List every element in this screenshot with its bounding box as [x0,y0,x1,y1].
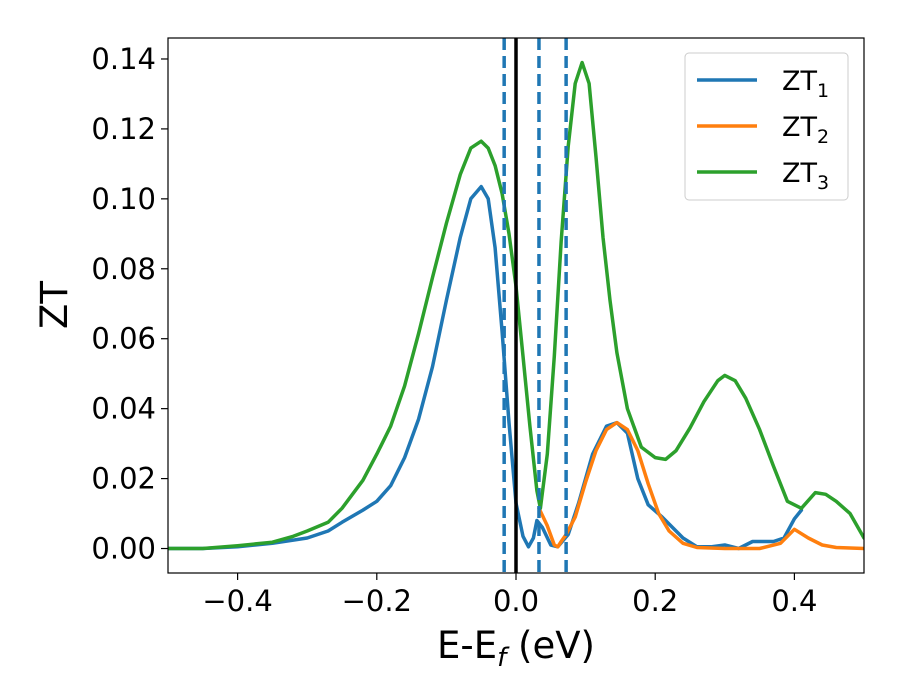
x-axis-title: E-Ef (eV) [437,624,595,673]
series-line-zt1 [168,184,804,551]
x-tick-label: 0.2 [632,584,678,618]
y-tick-label: 0.02 [91,462,156,496]
x-axis: −0.4 −0.2 0.0 0.2 0.4 [202,573,817,618]
y-axis-title: ZT [33,281,76,329]
x-axis-title-unit: (eV) [506,624,595,667]
x-axis-title-main: E-E [437,624,497,667]
y-tick-label: 0.10 [91,182,156,216]
x-tick-label: 0.4 [771,584,817,618]
series-line-zt3 [168,60,864,551]
y-tick-label: 0.00 [91,532,156,566]
y-axis: 0.00 0.02 0.04 0.06 0.08 0.10 0.12 0.14 [91,42,168,566]
legend-label-zt3: ZT3 [782,158,829,194]
y-tick-label: 0.12 [91,112,156,146]
legend-label-zt1: ZT1 [782,66,829,102]
legend-box [684,52,849,201]
legend: ZT1 ZT2 ZT3 [684,52,849,201]
legend-label-zt2: ZT2 [782,112,829,148]
x-tick-label: 0.0 [493,584,539,618]
x-tick-label: −0.4 [202,584,272,618]
y-tick-label: 0.08 [91,252,156,286]
y-tick-label: 0.14 [91,42,156,76]
series-line-zt2 [537,420,864,551]
y-tick-label: 0.04 [91,392,156,426]
plot-area [168,38,864,573]
y-tick-label: 0.06 [91,322,156,356]
x-tick-label: −0.2 [342,584,412,618]
